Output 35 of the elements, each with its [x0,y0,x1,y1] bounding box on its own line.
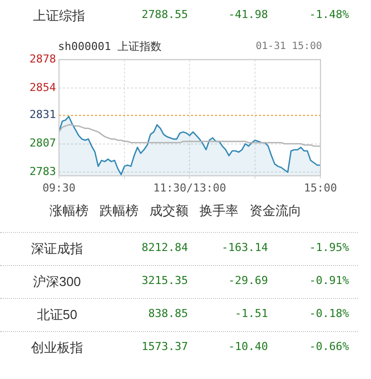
text: -0.66% [309,340,349,353]
y-tick-label: 2783 [30,165,56,178]
y-tick-label: 2807 [30,136,56,150]
text: -0.18% [309,307,349,320]
text: 3215.35 [142,274,188,287]
text: 资金流向 [250,202,302,220]
text: 换手率 [200,202,238,220]
text: 跌幅榜 [100,202,138,220]
text: -1.95% [309,241,349,254]
text: 8212.84 [142,241,188,254]
text: -1.51 [234,307,268,320]
x-tick-label: 11:30/13:00 [153,181,226,194]
x-tick-label: 15:00 [304,181,338,194]
text: -1.48% [309,8,349,21]
text: 1573.37 [142,340,188,353]
text: -41.98 [228,8,268,21]
text: -163.14 [222,241,268,254]
y-tick-label: 2878 [30,52,56,66]
text: 01-31 15:00 [256,41,322,52]
chart-title: sh000001 上证指数 [58,40,162,53]
text: -29.69 [228,274,268,287]
text: -0.91% [309,274,349,287]
text: 沪深300 [32,273,82,291]
text: 北证50 [36,306,78,324]
text: 深证成指 [30,240,84,258]
x-tick-label: 09:30 [42,181,76,194]
text: 创业板指 [30,339,84,357]
text: 涨幅榜 [50,202,88,220]
text: -10.40 [228,340,268,353]
y-tick-label: 2854 [30,80,56,94]
text: 838.85 [148,307,188,320]
text: 2788.55 [142,8,188,21]
text: 上证综指 [33,7,85,25]
text: 成交额 [150,202,188,220]
y-tick-label: 2831 [30,108,56,122]
